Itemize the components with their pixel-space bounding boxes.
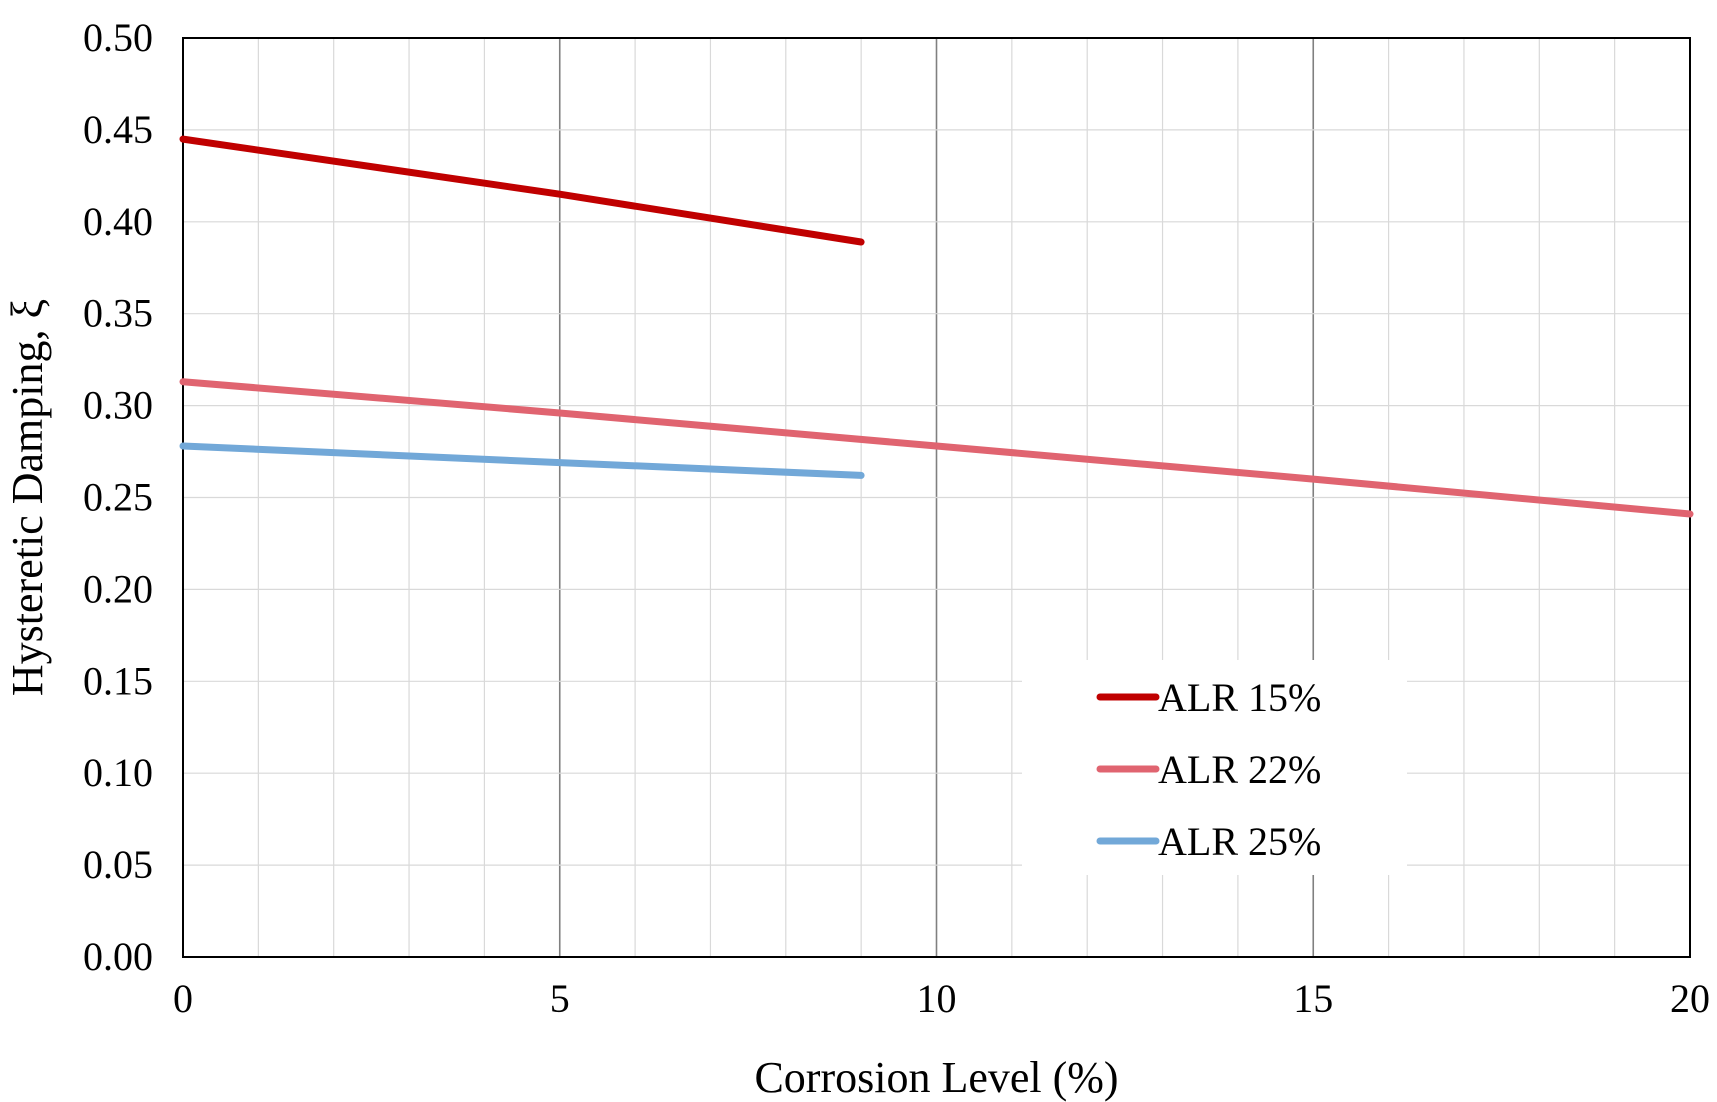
series-lines [179,135,1694,518]
y-tick-label: 0.05 [83,842,153,887]
y-axis-title: Hysteretic Damping, ξ [3,299,52,696]
legend-label: ALR 25% [1158,819,1321,864]
y-tick-label: 0.00 [83,934,153,979]
x-tick-label: 15 [1293,976,1333,1021]
y-tick-label: 0.45 [83,107,153,152]
y-tick-label: 0.25 [83,475,153,520]
grid [183,38,1690,957]
legend: ALR 15% ALR 22% ALR 25% [1022,660,1407,875]
x-tick-label: 10 [917,976,957,1021]
legend-label: ALR 15% [1158,675,1321,720]
x-tick-label: 0 [173,976,193,1021]
legend-label: ALR 22% [1158,747,1321,792]
x-tick-label: 20 [1670,976,1710,1021]
x-tick-label: 5 [550,976,570,1021]
y-axis-ticks: 0.00 0.05 0.10 0.15 0.20 0.25 0.30 0.35 0.40 0.45… [83,15,153,979]
x-axis-ticks: 0 5 10 15 20 [173,976,1710,1021]
y-tick-label: 0.20 [83,566,153,611]
series-line-2 [179,378,1694,518]
series-line-1 [179,135,865,246]
y-tick-label: 0.30 [83,383,153,428]
y-tick-label: 0.40 [83,199,153,244]
plot-area [182,37,1691,958]
x-axis-title: Corrosion Level (%) [754,1053,1118,1102]
y-tick-label: 0.35 [83,291,153,336]
y-tick-label: 0.50 [83,15,153,60]
y-tick-label: 0.15 [83,658,153,703]
y-tick-label: 0.10 [83,750,153,795]
series-line-3 [179,442,865,479]
legend-background [1022,660,1407,875]
